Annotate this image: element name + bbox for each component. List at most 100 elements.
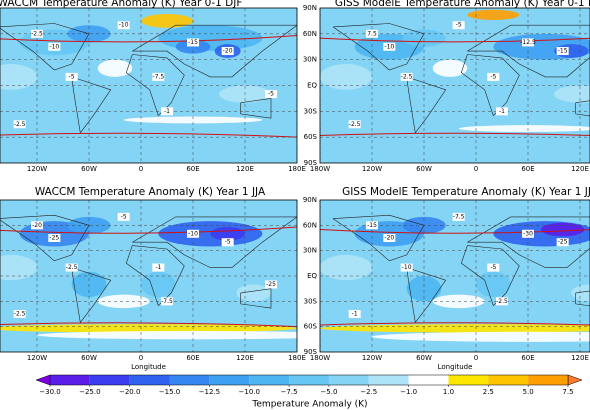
lat-tick-label: 60S bbox=[304, 133, 318, 141]
anomaly-region bbox=[0, 254, 37, 281]
coastline bbox=[332, 214, 425, 262]
colorbar-tick-label: 5.0 bbox=[523, 388, 534, 396]
contour-label: -10 bbox=[49, 43, 59, 50]
contour-label-box bbox=[452, 212, 465, 221]
contour-label-box bbox=[187, 38, 199, 47]
contour-label: -20 bbox=[384, 235, 394, 242]
lon-tick-label: 120E bbox=[236, 354, 254, 362]
anomaly-region bbox=[89, 94, 193, 112]
lat-tick-label: 60N bbox=[303, 30, 317, 38]
lon-tick-label: 0 bbox=[139, 354, 143, 362]
contour-label-box bbox=[265, 90, 277, 99]
colorbar-tick-label: −1.0 bbox=[400, 388, 417, 396]
contour-label-box bbox=[496, 297, 508, 306]
contour-label: -5 bbox=[268, 91, 274, 98]
coastline bbox=[467, 216, 590, 268]
lon-tick-label: 180E bbox=[288, 165, 306, 173]
colorbar-bin bbox=[528, 375, 568, 385]
contour-label-box bbox=[48, 42, 61, 51]
anomaly-region bbox=[320, 254, 372, 281]
contour-label-box bbox=[161, 107, 173, 116]
contour-label: -20 bbox=[223, 48, 233, 55]
anomaly-region bbox=[406, 276, 442, 302]
anomaly-region bbox=[372, 331, 590, 342]
contour-label-box bbox=[161, 297, 173, 306]
x-axis-label: Longitude bbox=[131, 363, 166, 371]
anomaly-region bbox=[571, 284, 590, 302]
contour-label: -15 bbox=[558, 48, 568, 55]
lon-tick-label: 120W bbox=[362, 165, 382, 173]
lon-tick-label: 60W bbox=[81, 354, 97, 362]
contour-label-box bbox=[452, 21, 465, 30]
lat-tick-label: 60S bbox=[304, 323, 318, 331]
contour-label-box bbox=[152, 263, 165, 272]
contour-label-box bbox=[400, 72, 413, 81]
zero-contour bbox=[0, 132, 297, 138]
contour-label-box bbox=[65, 263, 78, 272]
contour-label: -5 bbox=[121, 213, 127, 220]
contour-label: -25 bbox=[49, 235, 59, 242]
lon-tick-label: 0 bbox=[474, 165, 478, 173]
contour-label: -1 bbox=[499, 108, 505, 115]
coastline bbox=[0, 214, 90, 262]
contour-label-box bbox=[117, 212, 130, 221]
lon-tick-label: 120W bbox=[27, 354, 47, 362]
anomaly-region bbox=[141, 271, 176, 298]
contour-label: -10 bbox=[119, 22, 129, 29]
colorbar-tick-label: 2.5 bbox=[483, 388, 494, 396]
map-panel: -15-20-30-25-10-5-2.5-1-12.5-7.5 bbox=[320, 200, 590, 352]
lon-tick-label: 0 bbox=[139, 165, 143, 173]
contour-label-box bbox=[556, 47, 569, 56]
contour-label: -2.5 bbox=[66, 264, 78, 271]
lon-tick-label: 60E bbox=[186, 354, 199, 362]
lon-tick-label: 60E bbox=[186, 165, 199, 173]
coastline bbox=[132, 24, 297, 78]
contour-label-box bbox=[383, 42, 396, 51]
contour-label-box bbox=[348, 310, 361, 318]
contour-label-box bbox=[383, 234, 396, 242]
anomaly-region bbox=[97, 59, 133, 77]
anomaly-region bbox=[467, 9, 520, 21]
contour-label: -20 bbox=[32, 222, 42, 229]
contour-label-box bbox=[221, 47, 234, 56]
colorbar-tick-label: −25.0 bbox=[79, 388, 100, 396]
map-frame bbox=[319, 199, 590, 353]
contour-label-box bbox=[13, 310, 26, 318]
contour-label-box bbox=[117, 21, 130, 30]
contour-label: -12.5 bbox=[520, 39, 536, 46]
coastline bbox=[575, 290, 590, 307]
colorbar-tick-label: −30.0 bbox=[39, 388, 60, 396]
lon-tick-label: 180W bbox=[310, 354, 330, 362]
colorbar-label: Temperature Anomaly (K) bbox=[251, 400, 367, 410]
colorbar-tick-label: −20.0 bbox=[119, 388, 140, 396]
lon-tick-label: 60W bbox=[81, 165, 97, 173]
lon-tick-label: 120E bbox=[571, 165, 589, 173]
anomaly-region bbox=[541, 222, 585, 237]
coastline bbox=[132, 216, 297, 268]
contour-label-box bbox=[400, 263, 413, 272]
map-frame bbox=[0, 199, 298, 353]
coastline bbox=[71, 267, 112, 324]
map-panel: -2.5 -10 -15 -20 -5 -7.5 -1 -2.5 -5 -10 bbox=[0, 8, 297, 163]
anomaly-region bbox=[424, 94, 528, 112]
contour-label-box bbox=[31, 29, 43, 38]
coastline bbox=[575, 100, 590, 117]
contour-label-box bbox=[556, 238, 569, 247]
colorbar-bin bbox=[129, 375, 170, 385]
anomaly-region bbox=[158, 25, 263, 52]
contour-label: -2.5 bbox=[31, 30, 43, 37]
lon-tick-label: 120E bbox=[236, 165, 254, 173]
contour-label-box bbox=[522, 229, 534, 238]
contour-label: -2.5 bbox=[14, 311, 26, 318]
contour-label-box bbox=[65, 72, 78, 81]
contour-label: -1 bbox=[164, 108, 170, 115]
lat-tick-label: 90N bbox=[303, 4, 317, 12]
contour-label: -5 bbox=[490, 264, 496, 271]
contour-label: -2.5 bbox=[349, 121, 361, 128]
lon-tick-label: 180E bbox=[288, 354, 306, 362]
contour-label-box bbox=[48, 234, 61, 242]
zero-contour bbox=[320, 37, 590, 43]
colorbar-bin bbox=[408, 375, 449, 385]
anomaly-region bbox=[0, 63, 37, 90]
colorbar-bin bbox=[368, 375, 409, 385]
